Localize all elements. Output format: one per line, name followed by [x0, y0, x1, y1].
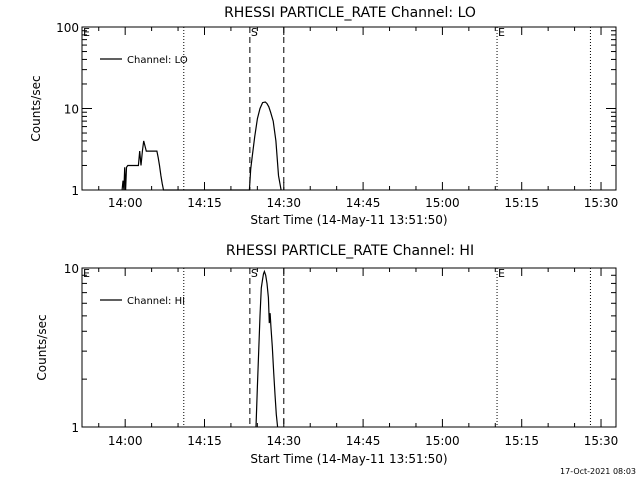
- y-tick-label: 10: [64, 262, 79, 276]
- x-tick-label: 14:15: [187, 434, 222, 448]
- x-tick-label: 15:00: [425, 434, 460, 448]
- y-tick-label: 1: [71, 421, 79, 435]
- x-tick-label: 15:30: [584, 434, 619, 448]
- y-tick-label: 100: [56, 21, 79, 35]
- plot-frame: [81, 267, 617, 428]
- y-tick-label: 10: [64, 103, 79, 117]
- event-marker-label: E: [498, 267, 505, 280]
- panel-hi: RHESSI PARTICLE_RATE Channel: HI 14:00 14…: [35, 243, 618, 466]
- x-axis-label: Start Time (14-May-11 13:51:50): [250, 452, 447, 466]
- x-axis-label: Start Time (14-May-11 13:51:50): [250, 213, 447, 227]
- generated-timestamp: 17-Oct-2021 08:03: [560, 467, 636, 476]
- x-tick-label: 14:00: [108, 434, 143, 448]
- x-tick-label: 14:30: [266, 434, 301, 448]
- chart-title-hi: RHESSI PARTICLE_RATE Channel: HI: [226, 243, 474, 259]
- series-line-hi: [255, 269, 279, 428]
- legend-entry: Channel: LO: [127, 55, 188, 66]
- event-marker-label: E: [498, 26, 505, 39]
- y-axis-label: Counts/sec: [29, 75, 43, 141]
- event-marker-label: E: [83, 267, 90, 280]
- event-marker-label: E: [83, 26, 90, 39]
- series-line-lo: [121, 101, 282, 191]
- event-marker-label: S: [251, 267, 258, 280]
- x-tick-label: 14:15: [187, 196, 222, 210]
- event-marker-label: S: [251, 26, 258, 39]
- x-tick-label: 15:00: [425, 196, 460, 210]
- legend-entry: Channel: HI: [127, 296, 185, 307]
- x-tick-label: 14:45: [346, 196, 381, 210]
- x-tick-label: 15:15: [504, 434, 539, 448]
- x-tick-label: 14:30: [266, 196, 301, 210]
- x-tick-label: 15:15: [504, 196, 539, 210]
- panel-lo: RHESSI PARTICLE_RATE Channel: LO 14:00 14…: [29, 5, 618, 227]
- x-tick-label: 15:30: [584, 196, 619, 210]
- x-tick-label: 14:00: [108, 196, 143, 210]
- chart-title-lo: RHESSI PARTICLE_RATE Channel: LO: [224, 5, 476, 21]
- x-tick-label: 14:45: [346, 434, 381, 448]
- plot-frame: [81, 26, 617, 191]
- y-tick-label: 1: [71, 184, 79, 198]
- y-axis-label: Counts/sec: [35, 314, 49, 380]
